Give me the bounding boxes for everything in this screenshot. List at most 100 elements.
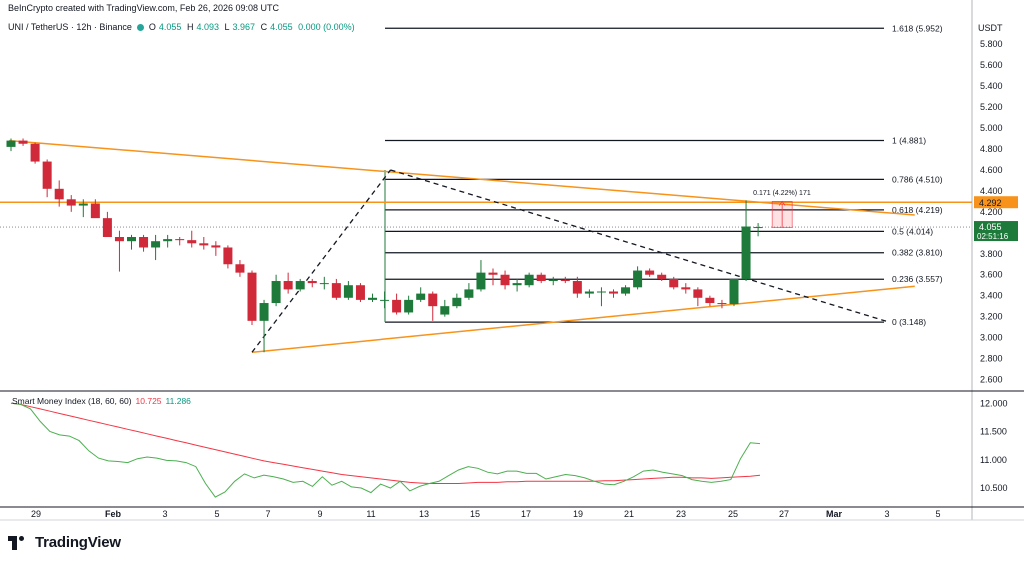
candle-body [295, 281, 305, 290]
price-tick-label: 5.400 [980, 81, 1003, 91]
symbol-legend: UNI / TetherUS · 12h · Binance O 4.055 H 4.… [8, 22, 358, 32]
candle-body [609, 291, 618, 294]
smi-tick-label: 12.000 [980, 398, 1008, 408]
descending-trendline [8, 139, 915, 216]
candle-body [741, 226, 751, 279]
measure-label: 0.171 (4.22%) 171 [753, 190, 811, 197]
candle-body [6, 140, 16, 147]
candle-body [404, 299, 414, 313]
time-axis-label: 25 [728, 509, 738, 519]
price-tick-label: 3.200 [980, 312, 1003, 322]
smi-value-signal: 10.725 [135, 396, 162, 406]
candle-body [114, 237, 124, 242]
tradingview-brand: TradingView [8, 534, 121, 551]
candle-body [42, 161, 52, 189]
price-tick-label: 4.400 [980, 186, 1003, 196]
current-price-tag-label: 4.055 [979, 222, 1002, 232]
time-axis-label: 7 [265, 509, 270, 519]
time-axis-label: 3 [162, 509, 167, 519]
candle-body [259, 303, 269, 321]
fib-level-label: 0.786 (4.510) [892, 174, 943, 184]
resistance-price-tag [974, 196, 1018, 209]
candle-body [729, 278, 739, 305]
market-status-dot [136, 24, 144, 31]
time-axis-label: 13 [419, 509, 429, 519]
price-tick-label: 5.200 [980, 102, 1003, 112]
brand-name: TradingView [35, 534, 121, 551]
currency-label[interactable]: USDT [978, 23, 1003, 33]
price-tick-label: 4.600 [980, 165, 1003, 175]
candle-body [102, 218, 112, 238]
candle-body [235, 264, 245, 273]
time-axis-label: 29 [31, 509, 41, 519]
candle-body [512, 283, 522, 286]
candle-body [753, 227, 763, 229]
candle-body [211, 245, 221, 248]
candle-body [416, 293, 426, 300]
candle-body [657, 274, 667, 279]
smi-tick-label: 11.500 [980, 427, 1007, 437]
swing-up-dashed-line [251, 169, 392, 353]
candle-body [30, 143, 40, 162]
candle-body [54, 188, 64, 200]
fib-level-label: 0.5 (4.014) [892, 226, 933, 236]
creator-caption: BeInCrypto created with TradingView.com,… [8, 3, 279, 13]
candle-body [66, 199, 76, 206]
candle-body [368, 297, 377, 300]
candle-body [452, 297, 462, 307]
candle-body [560, 279, 570, 282]
candle-body [90, 203, 100, 219]
candle-body [524, 274, 534, 286]
price-tick-label: 5.600 [980, 60, 1003, 70]
price-tick-label: 3.800 [980, 249, 1003, 259]
time-axis-label: 21 [624, 509, 634, 519]
price-tick-label: 2.600 [980, 375, 1003, 385]
candle-body [307, 281, 317, 284]
candle-body [175, 239, 185, 241]
candle-body [331, 283, 341, 298]
candle-body [717, 303, 727, 305]
candle-body [247, 272, 257, 321]
price-tick-label: 4.200 [980, 207, 1003, 217]
candle-body [705, 297, 715, 304]
candle-body [681, 287, 691, 290]
candle-body [488, 272, 498, 275]
symbol-name[interactable]: UNI / TetherUS · 12h · Binance [8, 22, 132, 32]
candle-body [440, 306, 450, 315]
candle-body [18, 140, 28, 144]
countdown-label: 02:51:16 [977, 232, 1009, 241]
candle-body [645, 270, 655, 275]
candle-body [693, 289, 703, 298]
time-axis-label: 3 [884, 509, 889, 519]
candle-body [584, 291, 594, 294]
time-axis-label: Feb [105, 509, 122, 519]
fib-level-label: 0.618 (4.219) [892, 205, 943, 215]
time-axis-label: 5 [935, 509, 940, 519]
candle-body [500, 274, 510, 286]
candle-body [283, 281, 293, 290]
candle-body [464, 289, 474, 298]
candle-body [319, 283, 329, 285]
candle-body [633, 270, 643, 288]
ohlc-values: O 4.055 H 4.093 L 3.967 C 4.055 0.000 (0.00%… [148, 22, 355, 32]
candle-body [621, 287, 631, 294]
swing-down-dashed-line [390, 169, 890, 323]
candle-body [536, 274, 546, 282]
candle-body [139, 237, 149, 248]
resistance-price-tag-label: 4.292 [979, 198, 1002, 208]
price-tick-label: 2.800 [980, 354, 1003, 364]
candle-body [199, 243, 209, 246]
candle-body [163, 239, 173, 242]
price-tick-label: 5.000 [980, 123, 1003, 133]
time-axis-label: 15 [470, 509, 480, 519]
candle-body [548, 279, 558, 282]
fib-level-label: 1 (4.881) [892, 135, 926, 145]
candle-body [392, 299, 402, 313]
time-axis-label: 23 [676, 509, 686, 519]
smi-name[interactable]: Smart Money Index (18, 60, 60) [12, 396, 132, 406]
candle-body [596, 291, 606, 293]
fib-level-label: 0 (3.148) [892, 317, 926, 327]
candle-body [271, 281, 281, 304]
ascending-trendline [251, 285, 915, 354]
